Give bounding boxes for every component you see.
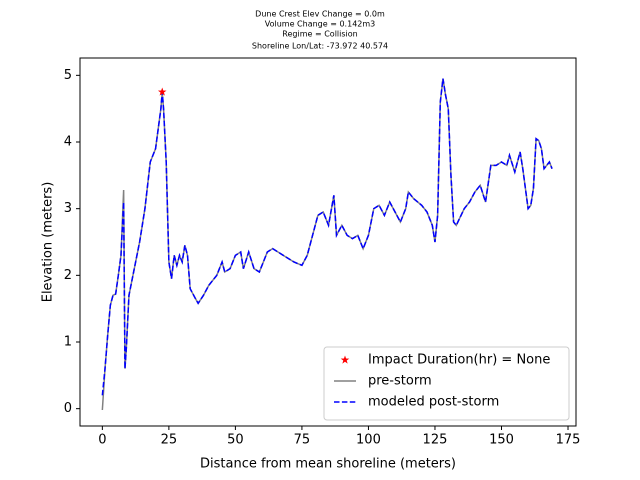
legend-label: modeled post-storm <box>368 395 499 410</box>
x-axis-label: Distance from mean shoreline (meters) <box>200 457 456 472</box>
title-line: Regime = Collision <box>282 30 357 39</box>
x-tick-label: 25 <box>161 433 178 448</box>
x-tick-label: 0 <box>98 433 106 448</box>
y-tick-label: 3 <box>64 201 72 216</box>
y-tick-label: 1 <box>64 335 72 350</box>
title-line: Volume Change = 0.142m3 <box>265 20 376 29</box>
x-tick-label: 75 <box>294 433 311 448</box>
y-tick-label: 5 <box>64 68 72 83</box>
y-axis-label: Elevation (meters) <box>41 182 56 303</box>
title-line: Dune Crest Elev Change = 0.0m <box>255 10 385 19</box>
title-line: Shoreline Lon/Lat: -73.972 40.574 <box>252 42 388 51</box>
x-tick-label: 175 <box>556 433 581 448</box>
y-tick-label: 0 <box>64 401 72 416</box>
x-tick-label: 150 <box>489 433 514 448</box>
x-tick-label: 125 <box>423 433 448 448</box>
x-tick-label: 100 <box>356 433 381 448</box>
legend-label: pre-storm <box>368 374 432 389</box>
marker-point <box>157 87 167 96</box>
legend-label: Impact Duration(hr) = None <box>368 353 550 368</box>
series-line <box>101 78 553 396</box>
y-tick-label: 2 <box>64 268 72 283</box>
legend-marker <box>340 355 350 364</box>
legend: Impact Duration(hr) = None pre-storm model… <box>323 346 570 421</box>
x-tick-label: 50 <box>227 433 244 448</box>
plot-frame <box>79 57 577 427</box>
y-tick-label: 4 <box>64 135 72 150</box>
legend-box <box>323 346 570 421</box>
